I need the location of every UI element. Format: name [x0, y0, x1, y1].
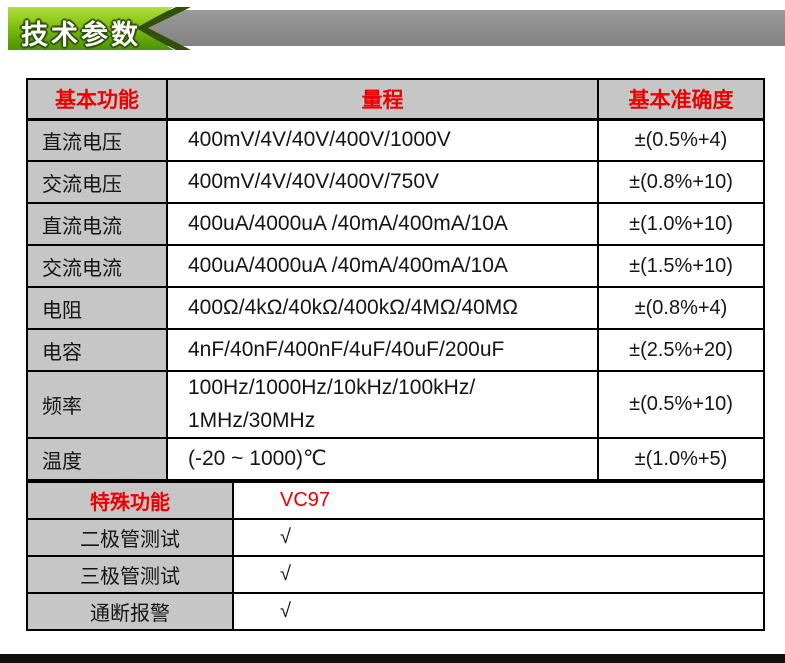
range-cell: 400uA/4000uA /40mA/400mA/10A	[166, 244, 599, 288]
range-cell: 400mV/4V/40V/400V/750V	[166, 160, 599, 204]
table-row: 二极管测试 √	[26, 518, 765, 558]
feature-value-cell: VC97	[232, 481, 765, 521]
header-cell-function: 基本功能	[26, 78, 168, 121]
feature-label-cell: 通断报警	[26, 592, 234, 632]
table-row: 频率 100Hz/1000Hz/10kHz/100kHz/ 1MHz/30MHz…	[26, 369, 765, 440]
feature-label-cell: 三极管测试	[26, 555, 234, 595]
spec-header-row: 基本功能 量程 基本准确度	[26, 78, 765, 121]
header-cell-range: 量程	[166, 78, 599, 121]
banner-arrow-icon	[133, 7, 191, 50]
accuracy-cell: ±(0.5%+10)	[597, 369, 765, 440]
table-row: 交流电流 400uA/4000uA /40mA/400mA/10A ±(1.5%…	[26, 244, 765, 288]
spec-table: 基本功能 量程 基本准确度 直流电压 400mV/4V/40V/400V/100…	[26, 78, 765, 482]
table-row: 通断报警 √	[26, 592, 765, 632]
table-row: 电容 4nF/40nF/400nF/4uF/40uF/200uF ±(2.5%+…	[26, 328, 765, 372]
function-cell: 直流电压	[26, 118, 168, 162]
function-cell: 频率	[26, 369, 168, 440]
accuracy-cell: ±(1.0%+10)	[597, 202, 765, 246]
banner-graphic	[8, 7, 785, 50]
accuracy-cell: ±(0.5%+4)	[597, 118, 765, 162]
feature-value-cell: √	[232, 555, 765, 595]
range-cell: 4nF/40nF/400nF/4uF/40uF/200uF	[166, 328, 599, 372]
content-area: 基本功能 量程 基本准确度 直流电压 400mV/4V/40V/400V/100…	[26, 78, 765, 632]
accuracy-cell: ±(0.8%+10)	[597, 160, 765, 204]
table-row: 特殊功能 VC97	[26, 481, 765, 521]
range-cell: 100Hz/1000Hz/10kHz/100kHz/ 1MHz/30MHz	[166, 369, 599, 440]
feature-value-cell: √	[232, 518, 765, 558]
banner: 技术参数	[0, 0, 785, 58]
range-cell: 400Ω/4kΩ/40kΩ/400kΩ/4MΩ/40MΩ	[166, 286, 599, 330]
accuracy-cell: ±(1.0%+5)	[597, 437, 765, 482]
table-row: 交流电压 400mV/4V/40V/400V/750V ±(0.8%+10)	[26, 160, 765, 204]
bottom-divider-bar	[0, 654, 785, 663]
range-cell: 400uA/4000uA /40mA/400mA/10A	[166, 202, 599, 246]
function-cell: 直流电流	[26, 202, 168, 246]
features-table: 特殊功能 VC97 二极管测试 √ 三极管测试 √ 通断报警 √	[26, 481, 765, 632]
range-cell: 400mV/4V/40V/400V/1000V	[166, 118, 599, 162]
function-cell: 交流电压	[26, 160, 168, 204]
accuracy-cell: ±(1.5%+10)	[597, 244, 765, 288]
feature-label-cell: 二极管测试	[26, 518, 234, 558]
table-row: 温度 (-20 ~ 1000)℃ ±(1.0%+5)	[26, 437, 765, 482]
range-cell: (-20 ~ 1000)℃	[166, 437, 599, 482]
banner-title: 技术参数	[21, 20, 141, 50]
table-row: 直流电流 400uA/4000uA /40mA/400mA/10A ±(1.0%…	[26, 202, 765, 246]
table-row: 三极管测试 √	[26, 555, 765, 595]
accuracy-cell: ±(0.8%+4)	[597, 286, 765, 330]
function-cell: 电阻	[26, 286, 168, 330]
function-cell: 电容	[26, 328, 168, 372]
accuracy-cell: ±(2.5%+20)	[597, 328, 765, 372]
function-cell: 交流电流	[26, 244, 168, 288]
banner-gray-bar	[140, 10, 785, 46]
header-cell-accuracy: 基本准确度	[597, 78, 765, 121]
table-row: 电阻 400Ω/4kΩ/40kΩ/400kΩ/4MΩ/40MΩ ±(0.8%+4…	[26, 286, 765, 330]
feature-label-cell: 特殊功能	[26, 481, 234, 521]
function-cell: 温度	[26, 437, 168, 482]
table-row: 直流电压 400mV/4V/40V/400V/1000V ±(0.5%+4)	[26, 118, 765, 162]
feature-value-cell: √	[232, 592, 765, 632]
banner-green-ribbon	[8, 7, 174, 50]
